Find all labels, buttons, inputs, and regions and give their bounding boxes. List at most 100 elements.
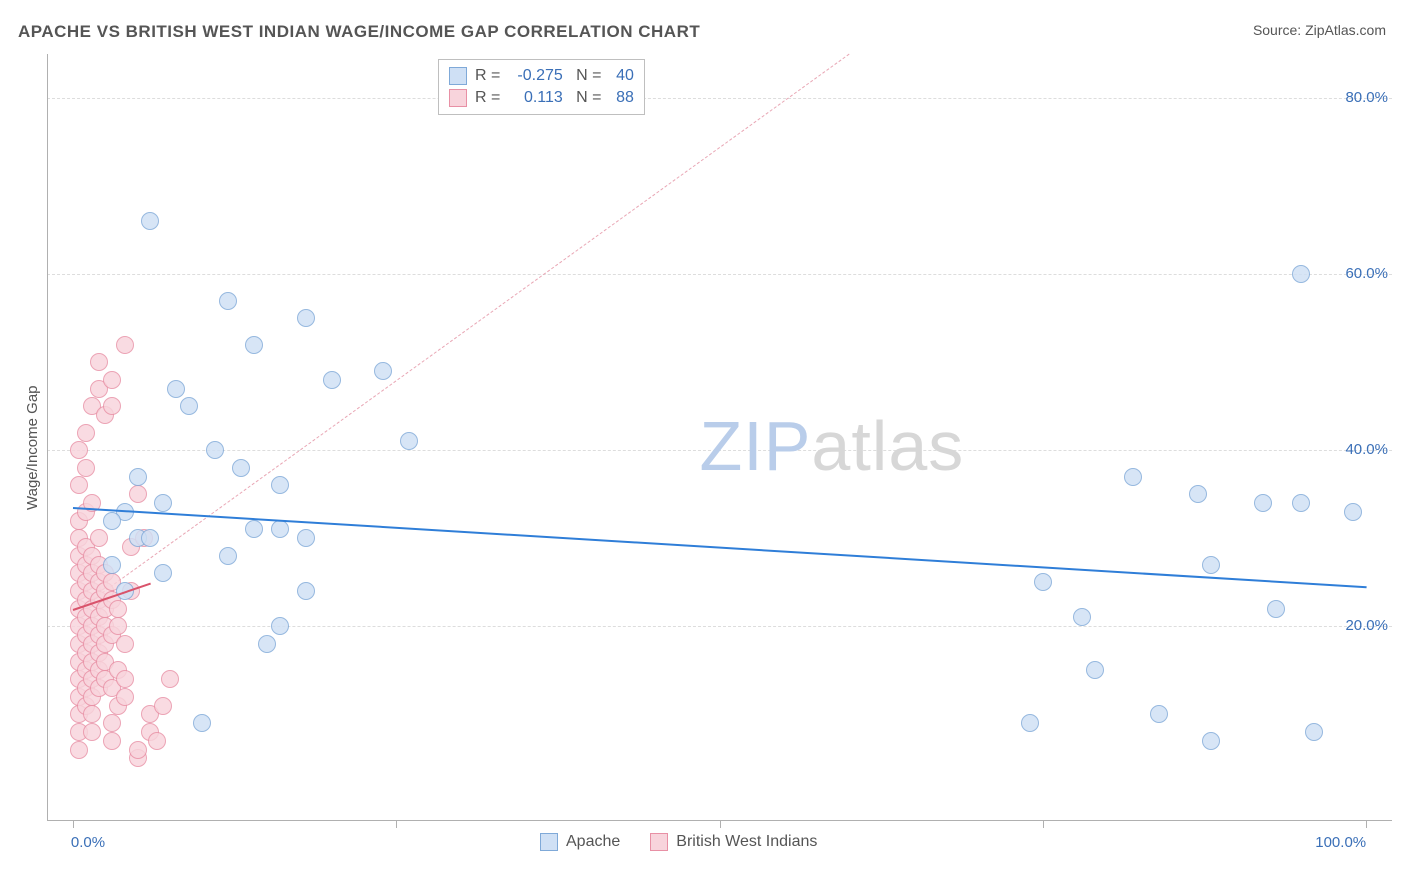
stats-text: R = 0.113 N = 88 — [475, 89, 634, 107]
data-point — [90, 529, 108, 547]
x-tick-label: 0.0% — [71, 834, 105, 851]
stats-row: R = 0.113 N = 88 — [449, 87, 634, 109]
data-point — [129, 468, 147, 486]
source-attribution: Source: ZipAtlas.com — [1253, 22, 1386, 38]
y-axis-line — [47, 54, 48, 820]
correlation-stats-box: R = -0.275 N = 40 R = 0.113 N = 88 — [438, 59, 645, 115]
legend-item: British West Indians — [650, 833, 817, 851]
y-tick-label: 20.0% — [1318, 617, 1388, 634]
data-point — [1150, 705, 1168, 723]
data-point — [1292, 265, 1310, 283]
data-point — [1202, 556, 1220, 574]
data-point — [219, 292, 237, 310]
data-point — [103, 371, 121, 389]
data-point — [1021, 714, 1039, 732]
data-point — [83, 705, 101, 723]
data-point — [129, 485, 147, 503]
data-point — [141, 529, 159, 547]
data-point — [1189, 485, 1207, 503]
data-point — [116, 336, 134, 354]
data-point — [103, 556, 121, 574]
legend-item: Apache — [540, 833, 620, 851]
data-point — [271, 520, 289, 538]
data-point — [1034, 573, 1052, 591]
data-point — [90, 353, 108, 371]
data-point — [1292, 494, 1310, 512]
data-point — [1086, 661, 1104, 679]
y-tick-label: 60.0% — [1318, 265, 1388, 282]
data-point — [1344, 503, 1362, 521]
data-point — [271, 476, 289, 494]
data-point — [83, 723, 101, 741]
data-point — [323, 371, 341, 389]
gridline — [47, 98, 1392, 99]
data-point — [154, 697, 172, 715]
data-point — [1254, 494, 1272, 512]
data-point — [116, 670, 134, 688]
data-point — [70, 476, 88, 494]
trend-line — [86, 54, 850, 605]
data-point — [206, 441, 224, 459]
x-tick-mark — [1043, 820, 1044, 828]
legend-label: British West Indians — [676, 833, 817, 851]
data-point — [70, 741, 88, 759]
data-point — [161, 670, 179, 688]
series-swatch — [449, 89, 467, 107]
data-point — [1202, 732, 1220, 750]
data-point — [109, 617, 127, 635]
y-axis-label: Wage/Income Gap — [24, 385, 41, 510]
scatter-plot: 20.0%40.0%60.0%80.0%ZIPatlas0.0%100.0% — [47, 54, 1392, 820]
data-point — [271, 617, 289, 635]
data-point — [193, 714, 211, 732]
legend-swatch — [650, 833, 668, 851]
data-point — [374, 362, 392, 380]
data-point — [116, 635, 134, 653]
data-point — [116, 688, 134, 706]
data-point — [103, 714, 121, 732]
gridline — [47, 274, 1392, 275]
stats-text: R = -0.275 N = 40 — [475, 67, 634, 85]
stats-row: R = -0.275 N = 40 — [449, 65, 634, 87]
y-tick-label: 80.0% — [1318, 89, 1388, 106]
data-point — [103, 512, 121, 530]
series-swatch — [449, 67, 467, 85]
data-point — [258, 635, 276, 653]
x-tick-mark — [73, 820, 74, 828]
source-prefix: Source: — [1253, 22, 1305, 38]
data-point — [219, 547, 237, 565]
data-point — [154, 494, 172, 512]
gridline — [47, 450, 1392, 451]
data-point — [1267, 600, 1285, 618]
watermark: ZIPatlas — [700, 406, 965, 486]
data-point — [70, 441, 88, 459]
data-point — [180, 397, 198, 415]
data-point — [245, 520, 263, 538]
data-point — [1305, 723, 1323, 741]
source-name: ZipAtlas.com — [1305, 22, 1386, 38]
data-point — [1073, 608, 1091, 626]
data-point — [103, 397, 121, 415]
chart-title: APACHE VS BRITISH WEST INDIAN WAGE/INCOM… — [18, 22, 700, 42]
data-point — [129, 741, 147, 759]
x-tick-label: 100.0% — [1315, 834, 1366, 851]
legend-swatch — [540, 833, 558, 851]
data-point — [297, 582, 315, 600]
y-tick-label: 40.0% — [1318, 441, 1388, 458]
trend-line — [73, 507, 1366, 588]
data-point — [245, 336, 263, 354]
gridline — [47, 626, 1392, 627]
x-tick-mark — [720, 820, 721, 828]
data-point — [297, 529, 315, 547]
x-tick-mark — [396, 820, 397, 828]
data-point — [77, 459, 95, 477]
data-point — [109, 600, 127, 618]
data-point — [400, 432, 418, 450]
data-point — [1124, 468, 1142, 486]
legend: Apache British West Indians — [540, 833, 817, 851]
data-point — [167, 380, 185, 398]
data-point — [148, 732, 166, 750]
data-point — [154, 564, 172, 582]
data-point — [103, 732, 121, 750]
data-point — [141, 212, 159, 230]
x-tick-mark — [1366, 820, 1367, 828]
